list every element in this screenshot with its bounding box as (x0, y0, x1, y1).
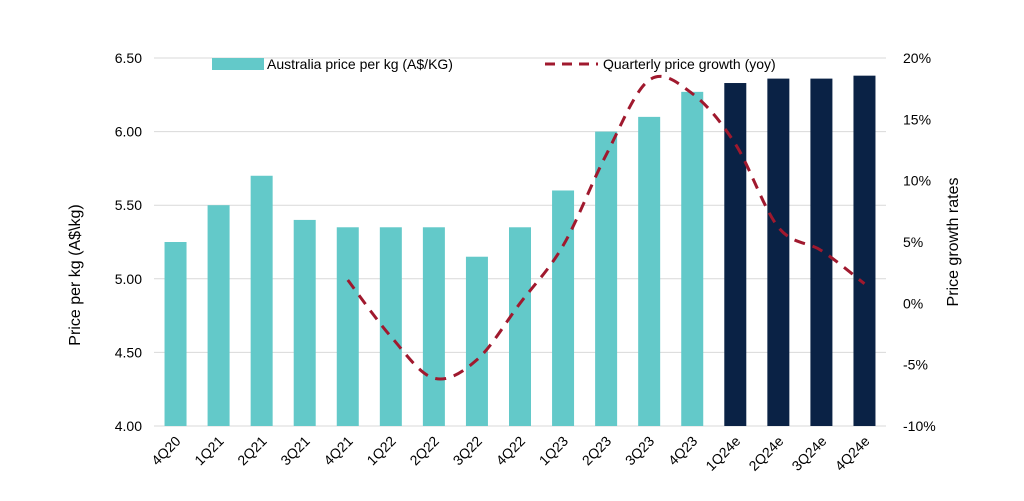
bars (164, 75, 876, 427)
x-tick-label: 1Q22 (363, 433, 399, 469)
x-tick-label: 2Q21 (234, 433, 270, 469)
bar-2Q22 (422, 227, 445, 426)
bar-2Q21 (250, 175, 273, 426)
left-tick-label: 6.00 (115, 124, 142, 140)
bar-4Q23 (681, 91, 704, 426)
bar-1Q24e (724, 83, 747, 427)
bar-1Q22 (379, 227, 402, 426)
left-tick-label: 6.50 (115, 50, 142, 66)
growth-line (346, 74, 866, 381)
x-tick-label: 4Q23 (665, 433, 701, 469)
right-tick-label: -10% (903, 418, 936, 434)
bar-3Q22 (465, 256, 488, 426)
right-tick-label: 15% (903, 111, 931, 127)
growth-line-group (346, 74, 866, 381)
x-tick-label: 4Q22 (493, 433, 529, 469)
legend-label-growth: Quarterly price growth (yoy) (603, 56, 776, 72)
bar-3Q23 (638, 116, 661, 426)
x-tick-label: 4Q20 (148, 433, 184, 469)
x-axis-ticks: 4Q20 1Q21 2Q21 3Q21 4Q21 1Q22 2Q22 3Q22 4Q22 1Q23… (148, 433, 873, 474)
left-axis-ticks: 4.00 4.50 5.00 5.50 6.00 6.50 (115, 50, 142, 434)
bar-4Q21 (336, 227, 359, 426)
bar-1Q21 (207, 205, 230, 426)
left-tick-label: 5.50 (115, 197, 142, 213)
left-tick-label: 5.00 (115, 271, 142, 287)
right-tick-label: 10% (903, 173, 931, 189)
x-tick-label: 2Q23 (579, 433, 615, 469)
bar-4Q20 (164, 242, 187, 426)
bar-1Q23 (552, 190, 575, 426)
right-tick-label: 5% (903, 234, 923, 250)
x-tick-label: 4Q24e (832, 433, 873, 474)
x-tick-label: 1Q23 (536, 433, 572, 469)
bar-4Q24e (853, 75, 876, 426)
x-tick-label: 3Q21 (277, 433, 313, 469)
x-tick-label: 2Q22 (406, 433, 442, 469)
x-tick-label: 3Q22 (450, 433, 486, 469)
bar-2Q24e (767, 78, 790, 426)
x-tick-label: 4Q21 (320, 433, 356, 469)
left-tick-label: 4.00 (115, 418, 142, 434)
x-tick-label: 2Q24e (745, 433, 786, 474)
left-tick-label: 4.50 (115, 344, 142, 360)
right-tick-label: -5% (903, 357, 928, 373)
legend-swatch-price (212, 58, 264, 70)
left-axis-title: Price per kg (A$\kg) (67, 204, 84, 345)
legend-label-price: Australia price per kg (A$/KG) (267, 56, 453, 72)
bar-3Q21 (293, 219, 316, 426)
bar-2Q23 (595, 131, 618, 426)
right-tick-label: 0% (903, 295, 923, 311)
right-tick-label: 20% (903, 50, 931, 66)
legend: Australia price per kg (A$/KG) Quarterly… (212, 56, 776, 72)
x-tick-label: 1Q24e (702, 433, 743, 474)
right-axis-title: Price growth rates (945, 178, 962, 307)
x-tick-label: 1Q21 (191, 433, 227, 469)
x-tick-label: 3Q24e (788, 433, 829, 474)
right-axis-ticks: -10% -5% 0% 5% 10% 15% 20% (903, 50, 936, 434)
x-tick-label: 3Q23 (622, 433, 658, 469)
bar-4Q22 (509, 227, 531, 426)
